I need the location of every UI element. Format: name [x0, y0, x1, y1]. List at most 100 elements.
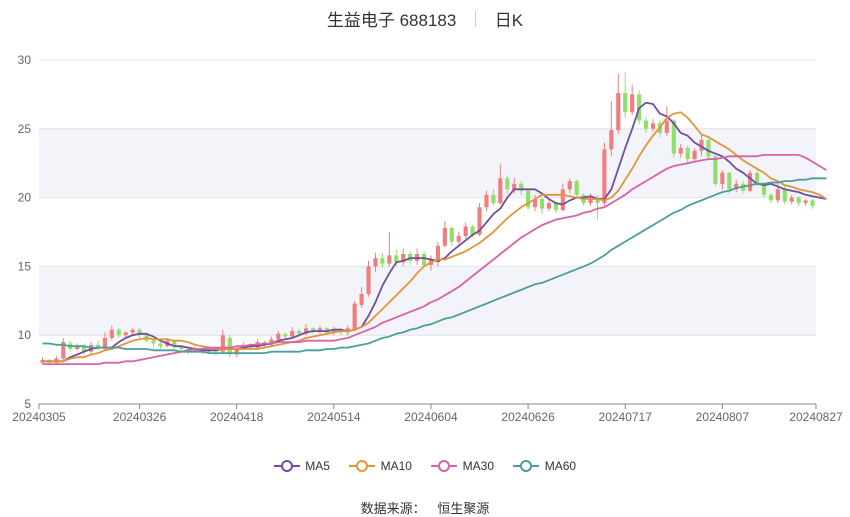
candle-body [775, 189, 780, 201]
candle-body [61, 342, 66, 359]
candle-body [810, 200, 815, 206]
candle-body [796, 197, 801, 204]
x-tick-label: 20240717 [599, 410, 653, 424]
candle-body [498, 178, 503, 204]
y-tick-label: 30 [18, 53, 32, 67]
candle-body [567, 181, 572, 190]
legend-ma10-icon [349, 459, 376, 472]
candle-body [727, 172, 732, 190]
candle-body [546, 203, 551, 209]
data-source: 数据来源： 恒生聚源 [0, 498, 850, 517]
candle-body [449, 227, 454, 242]
y-tick-label: 15 [18, 259, 32, 273]
candle-body [359, 293, 364, 305]
candle-body [179, 346, 184, 349]
x-tick-label: 20240807 [696, 410, 750, 424]
candle-body [512, 183, 517, 190]
candle-body [754, 172, 760, 184]
candle-body [692, 150, 697, 160]
candle-body [623, 93, 628, 113]
candle-body [123, 332, 128, 336]
candle-body [137, 329, 142, 336]
candle-body [394, 255, 399, 263]
legend-ma5-icon [273, 459, 300, 472]
x-tick-label: 20240326 [113, 410, 167, 424]
candle-body [317, 328, 323, 332]
legend-item-ma30[interactable]: MA30 [431, 458, 494, 473]
candle-body [387, 255, 392, 264]
series-line-ma10 [42, 111, 827, 363]
candle-body [789, 197, 794, 202]
legend-item-ma60[interactable]: MA60 [513, 458, 576, 473]
legend: MA5 MA10 MA30 MA60 [0, 458, 850, 473]
legend-ma10-label: MA10 [380, 458, 412, 473]
candle-body [75, 346, 80, 349]
candle-body [220, 335, 225, 352]
candle-body [643, 120, 649, 129]
legend-ma30-label: MA30 [462, 458, 495, 473]
candle-body [297, 331, 302, 334]
candle-body [352, 303, 357, 330]
candle-body [650, 123, 656, 129]
candle-body [290, 331, 295, 337]
candle-body [803, 200, 808, 204]
title-divider [475, 10, 477, 27]
chart-header: 生益电子 688183 日K [0, 6, 850, 31]
candle-body [373, 258, 378, 267]
candle-body [151, 340, 156, 344]
candle-body [685, 148, 690, 160]
x-tick-label: 20240827 [789, 410, 843, 424]
candle-body [588, 197, 593, 204]
candle-body [109, 329, 114, 338]
y-tick-label: 5 [24, 397, 31, 411]
candle-body [40, 359, 45, 363]
candle-body [477, 207, 482, 235]
candle-body [491, 194, 496, 204]
candle-body [82, 346, 87, 352]
candle-body [102, 337, 107, 349]
y-tick-label: 25 [18, 122, 32, 136]
candle-body [193, 348, 198, 352]
candle-body [310, 328, 316, 332]
candle-body [366, 266, 371, 294]
candle-body [560, 189, 565, 210]
period-label: 日K [494, 11, 524, 30]
candle-body [664, 120, 669, 133]
chart-title: 生益电子 688183 [326, 11, 457, 30]
x-tick-label: 20240305 [12, 410, 66, 424]
candle-body [602, 149, 607, 204]
y-tick-label: 20 [18, 191, 32, 205]
source-value: 恒生聚源 [437, 501, 490, 516]
candle-body [234, 348, 239, 355]
candle-body [463, 226, 468, 237]
legend-item-ma5[interactable]: MA5 [273, 458, 330, 473]
candle-body [435, 245, 440, 263]
candle-body [678, 148, 683, 154]
series-line-ma60 [42, 177, 827, 355]
legend-ma60-label: MA60 [544, 458, 577, 473]
candle-body [130, 329, 135, 333]
candle-body [671, 120, 676, 154]
x-tick-label: 20240514 [307, 410, 361, 424]
candle-body [276, 333, 281, 340]
candle-body [553, 203, 558, 210]
candle-body [713, 156, 718, 184]
legend-ma60-icon [513, 459, 540, 472]
candle-body [227, 337, 232, 355]
candle-body [595, 197, 600, 204]
candle-body [734, 183, 739, 190]
candle-body [158, 343, 163, 347]
candle-body [706, 139, 711, 157]
grid-band [39, 128, 816, 198]
candle-body [304, 328, 309, 334]
candle-body [609, 130, 614, 150]
candle-body [782, 189, 787, 202]
candle-body [532, 198, 538, 208]
candle-body [699, 139, 704, 151]
legend-item-ma10[interactable]: MA10 [349, 458, 412, 473]
x-tick-label: 20240604 [404, 410, 458, 424]
candle-body [539, 198, 545, 209]
candle-body [172, 340, 177, 347]
